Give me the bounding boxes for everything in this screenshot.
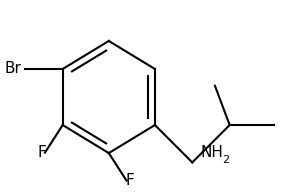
Text: F: F [125,173,134,189]
Text: NH: NH [200,145,223,160]
Text: F: F [38,145,46,161]
Text: Br: Br [4,62,21,76]
Text: 2: 2 [222,155,229,165]
